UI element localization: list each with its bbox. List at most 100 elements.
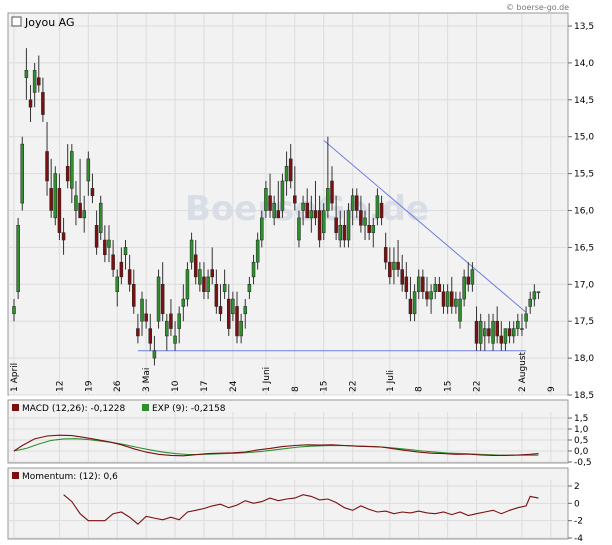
candle-body bbox=[524, 313, 528, 322]
x-tick-label: 15 bbox=[444, 381, 454, 392]
price-legend-box bbox=[11, 16, 22, 27]
trendlines bbox=[137, 140, 527, 352]
macd-legend-label: MACD (12,26): -0,1228 bbox=[22, 404, 126, 414]
candle-body bbox=[264, 188, 268, 211]
x-tick-label: 22 bbox=[349, 381, 359, 392]
candle-body bbox=[45, 151, 49, 182]
candle-body bbox=[173, 335, 177, 344]
candle-body bbox=[536, 291, 541, 293]
y-tick-label: -4 bbox=[574, 534, 583, 544]
x-tick-label: 17 bbox=[200, 381, 210, 392]
candle-body bbox=[94, 225, 99, 248]
candle-body bbox=[239, 320, 243, 337]
candle-body bbox=[111, 254, 115, 270]
y-tick-label: 0 bbox=[574, 499, 580, 509]
candle-body bbox=[152, 350, 157, 359]
x-tick-label: 8 bbox=[291, 386, 301, 392]
candle-body bbox=[70, 151, 74, 189]
y-tick-label: 16,0 bbox=[574, 207, 594, 217]
candle-body bbox=[478, 320, 483, 344]
candle-body bbox=[185, 269, 190, 300]
candle-body bbox=[260, 217, 264, 241]
candle-body bbox=[338, 225, 343, 241]
candle-body bbox=[359, 210, 363, 226]
candle-body bbox=[305, 202, 309, 219]
candle-body bbox=[132, 284, 136, 307]
candle-body bbox=[243, 306, 248, 315]
candle-body bbox=[441, 291, 446, 307]
candle-body bbox=[115, 276, 119, 292]
candle-body bbox=[400, 269, 404, 285]
candle-body bbox=[507, 328, 512, 337]
candle-body bbox=[330, 180, 334, 204]
candle-body bbox=[193, 254, 198, 278]
candle-body bbox=[321, 210, 326, 233]
candle-body bbox=[474, 320, 479, 344]
candle-body bbox=[98, 202, 103, 233]
candle-body bbox=[408, 298, 413, 315]
candle-body bbox=[57, 188, 62, 233]
momentum-line bbox=[63, 494, 539, 525]
x-tick-label: 1 Juni bbox=[262, 367, 272, 392]
x-tick-labels: 1 April 12 19 26 3 Mai 10 17 24 1 Juni 8 15 22 1 Jul… bbox=[10, 351, 557, 392]
candle-body bbox=[383, 247, 388, 263]
candle-body bbox=[49, 188, 53, 211]
candle-body bbox=[24, 70, 29, 78]
candle-body bbox=[140, 298, 144, 322]
candle-body bbox=[301, 202, 305, 211]
x-tick-label: 26 bbox=[113, 380, 123, 392]
y-tick-label: 0,5 bbox=[574, 436, 588, 446]
candle-body bbox=[214, 284, 219, 307]
candle-body bbox=[532, 291, 537, 300]
macd-legend-swatch bbox=[12, 404, 19, 411]
x-tick-label: 19 bbox=[84, 380, 94, 392]
candle-body bbox=[371, 225, 376, 233]
candle-body bbox=[41, 92, 45, 115]
y-tick-label: -0,5 bbox=[574, 458, 592, 468]
momentum-lines bbox=[63, 494, 539, 525]
x-tick-label: 15 bbox=[320, 381, 330, 392]
x-tick-label: 2 August bbox=[518, 351, 528, 392]
x-tick-label: 3 Mai bbox=[142, 368, 152, 392]
x-tick-label: 10 bbox=[171, 380, 181, 392]
candle-body bbox=[276, 210, 281, 219]
candle-body bbox=[32, 70, 37, 93]
candle-body bbox=[350, 195, 355, 211]
candle-body bbox=[388, 261, 392, 278]
candle-body bbox=[416, 276, 421, 292]
y-tick-label: 17,5 bbox=[574, 317, 594, 327]
candle-body bbox=[90, 188, 95, 196]
y-tick-label: 13,5 bbox=[574, 22, 594, 32]
y-tick-label: 18,5 bbox=[574, 391, 594, 401]
candle-body bbox=[483, 328, 487, 337]
candle-body bbox=[280, 180, 285, 211]
candle-body bbox=[123, 247, 128, 256]
candle-body bbox=[206, 276, 210, 292]
candle-body bbox=[429, 291, 433, 300]
candle-body bbox=[313, 210, 318, 219]
y-tick-label: 15,0 bbox=[574, 133, 594, 143]
candle-body bbox=[445, 291, 450, 307]
candle-body bbox=[177, 313, 181, 329]
candle-body bbox=[433, 284, 437, 292]
y-tick-label: 0,0 bbox=[574, 447, 589, 457]
y-tick-label: 16,5 bbox=[574, 243, 594, 253]
signal-legend-swatch bbox=[142, 404, 149, 411]
candle-body bbox=[466, 276, 471, 285]
trendline bbox=[323, 140, 527, 313]
y-tick-labels: 13,5 14,0 14,5 15,0 15,5 16,0 16,5 17,0 17,5 18,0… bbox=[568, 22, 594, 544]
candle-body bbox=[363, 217, 367, 226]
candle-body bbox=[28, 99, 33, 108]
candle-body bbox=[450, 291, 454, 307]
y-tick-label: 1,0 bbox=[574, 425, 589, 435]
candle-body bbox=[462, 276, 466, 300]
macd-panel-bg bbox=[7, 399, 569, 464]
x-tick-label: 22 bbox=[473, 381, 483, 392]
candle-body bbox=[367, 225, 371, 233]
candle-body bbox=[458, 298, 462, 322]
candle-body bbox=[317, 210, 322, 241]
y-tick-label: -2 bbox=[574, 517, 583, 527]
candle-body bbox=[251, 261, 256, 278]
y-tick-label: 2 bbox=[574, 482, 580, 492]
signal-legend-label: EXP (9): -0,2158 bbox=[152, 404, 226, 414]
